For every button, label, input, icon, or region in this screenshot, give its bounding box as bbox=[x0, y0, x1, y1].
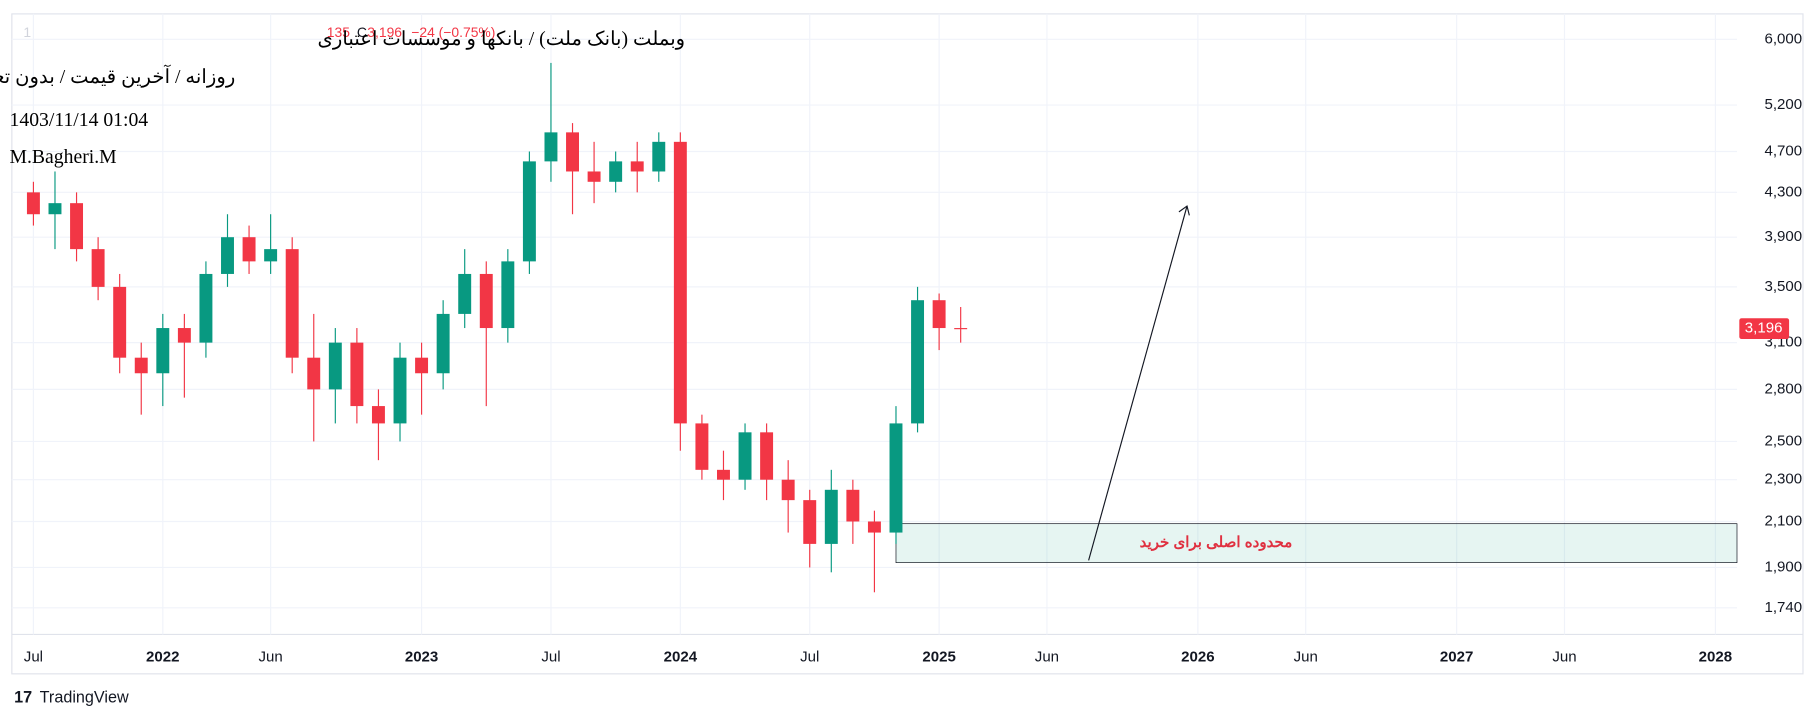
candle-body bbox=[932, 300, 946, 329]
candle-body bbox=[415, 357, 429, 374]
header-subtitle: روزانه / آخرین قیمت / بدون تعدیل bbox=[0, 64, 235, 88]
frame bbox=[11, 13, 1804, 675]
candles bbox=[26, 62, 968, 593]
x-tick-label: 2026 bbox=[1181, 649, 1214, 666]
x-tick-label: Jul bbox=[800, 649, 819, 666]
candle-body bbox=[781, 479, 795, 501]
candle-body bbox=[350, 342, 364, 407]
candle-body bbox=[436, 313, 450, 374]
candle-body bbox=[544, 132, 558, 162]
zone-group: محدوده اصلی برای خرید bbox=[895, 523, 1738, 563]
candle-body bbox=[393, 357, 407, 424]
candle-body bbox=[26, 192, 40, 215]
candle-body bbox=[846, 489, 860, 522]
candle-body bbox=[824, 489, 838, 544]
y-tick-label: 2,800 bbox=[1764, 380, 1802, 397]
candle-body bbox=[264, 249, 278, 262]
zone-label: محدوده اصلی برای خرید bbox=[1140, 534, 1293, 551]
candle-body bbox=[760, 432, 774, 480]
x-tick-label: 2027 bbox=[1440, 649, 1473, 666]
header-fragment: 1 bbox=[23, 24, 31, 40]
y-tick-label: 4,300 bbox=[1764, 183, 1802, 200]
x-tick-label: 2024 bbox=[664, 649, 698, 666]
x-tick-label: Jun bbox=[1294, 649, 1318, 666]
brand: TradingView bbox=[40, 688, 129, 706]
y-tick-label: 3,900 bbox=[1764, 228, 1802, 245]
header-close-prefix: C bbox=[357, 24, 367, 40]
arrow bbox=[1088, 205, 1188, 561]
candle-body bbox=[328, 342, 342, 390]
last-price-label: 3,196 bbox=[1745, 320, 1783, 337]
candle-body bbox=[242, 237, 256, 262]
x-tick-label: Jun bbox=[1552, 649, 1576, 666]
candle-body bbox=[673, 141, 687, 424]
arrow-head bbox=[1178, 205, 1190, 216]
candle-body bbox=[177, 328, 191, 343]
header-change: −24 (−0.75%) bbox=[411, 24, 495, 40]
candle-body bbox=[867, 521, 881, 533]
candle-body bbox=[156, 328, 170, 374]
candle-body bbox=[889, 423, 903, 533]
candle-body bbox=[803, 500, 817, 544]
x-tick-label: Jun bbox=[258, 649, 282, 666]
buy-zone bbox=[895, 523, 1738, 563]
candle-body bbox=[566, 132, 579, 172]
candle-body bbox=[522, 161, 536, 262]
candle-body bbox=[695, 423, 709, 470]
header-author: M.Bagheri.M bbox=[10, 146, 117, 168]
last-price-box bbox=[1739, 318, 1790, 340]
y-tick-label: 5,200 bbox=[1764, 96, 1802, 113]
candle-body bbox=[738, 432, 752, 480]
y-tick-label: 2,300 bbox=[1764, 471, 1802, 488]
y-tick-label: 1,900 bbox=[1764, 558, 1802, 575]
header-title: وبملت (بانک ملت) / بانکها و موسسات اعتبا… bbox=[318, 28, 686, 50]
x-tick-label: Jun bbox=[1035, 649, 1059, 666]
y-tick-label: 6,000 bbox=[1764, 30, 1802, 47]
header-date: 1403/11/14 01:04 bbox=[10, 109, 149, 131]
brand-logo: 17 bbox=[14, 688, 32, 706]
y-tick-label: 2,500 bbox=[1764, 432, 1802, 449]
x-tick-label: Jul bbox=[24, 649, 43, 666]
candle-body bbox=[587, 171, 601, 182]
candle-body bbox=[371, 406, 385, 424]
candle-body bbox=[48, 203, 62, 215]
candle-body bbox=[134, 357, 148, 374]
y-tick-label: 4,700 bbox=[1764, 142, 1802, 159]
y-tick-label: 2,100 bbox=[1764, 512, 1802, 529]
candle-body bbox=[609, 161, 623, 182]
candle-body bbox=[70, 203, 84, 250]
candle-body bbox=[652, 141, 666, 172]
candle-body bbox=[199, 273, 213, 343]
candle-body bbox=[91, 249, 105, 287]
candle-body bbox=[501, 261, 515, 329]
candle-body bbox=[458, 273, 472, 314]
x-tick-label: Jul bbox=[541, 649, 560, 666]
y-tick-label: 1,740 bbox=[1764, 599, 1802, 616]
header-fragment: 135 bbox=[327, 24, 350, 40]
header-close: 3,196 bbox=[367, 24, 402, 40]
candle-body bbox=[954, 328, 968, 330]
x-tick-label: 2025 bbox=[922, 649, 955, 666]
x-tick-label: 2028 bbox=[1699, 649, 1732, 666]
candle-body bbox=[479, 273, 493, 329]
candle-body bbox=[221, 237, 234, 274]
candle-body bbox=[630, 161, 644, 172]
candle-body bbox=[285, 249, 299, 358]
candle-body bbox=[911, 300, 925, 424]
y-tick-label: 3,500 bbox=[1764, 278, 1802, 295]
x-tick-label: 2023 bbox=[405, 649, 438, 666]
candle-body bbox=[307, 357, 321, 390]
axes: 6,0005,2004,7004,3003,9003,5003,1002,800… bbox=[24, 30, 1802, 665]
candle-body bbox=[717, 469, 730, 480]
candle-body bbox=[113, 286, 127, 358]
x-tick-label: 2022 bbox=[146, 649, 179, 666]
